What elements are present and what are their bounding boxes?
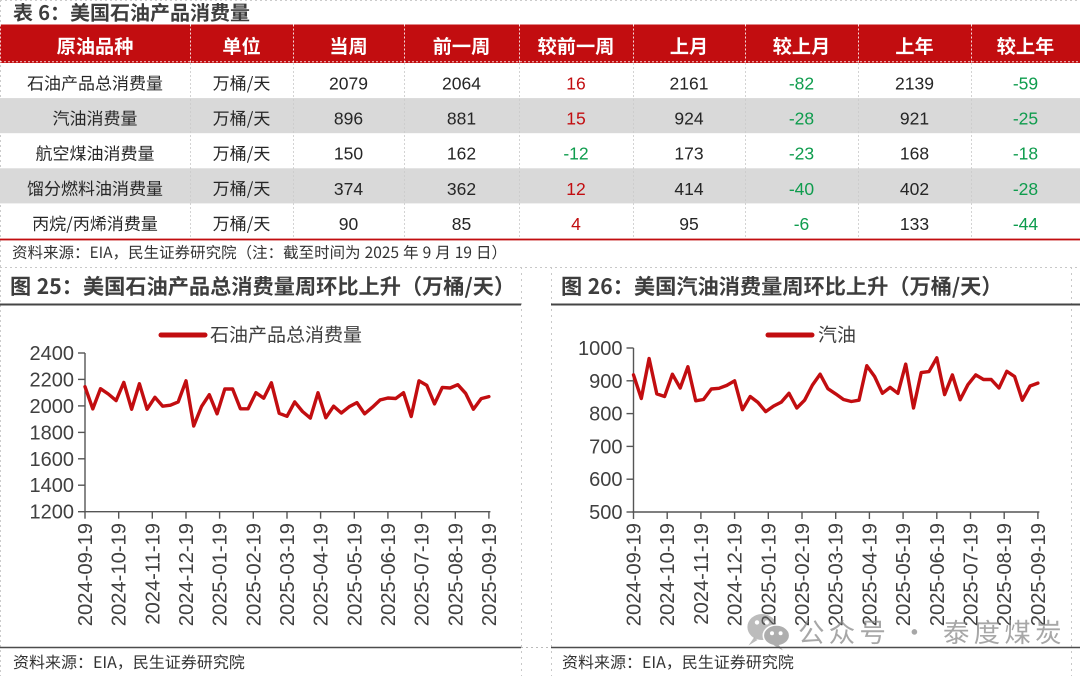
- svg-text:150: 150: [334, 144, 363, 164]
- svg-text:-25: -25: [1013, 109, 1038, 129]
- svg-text:2024-12-19: 2024-12-19: [176, 523, 198, 626]
- svg-text:2024-10-19: 2024-10-19: [109, 523, 131, 626]
- svg-text:-44: -44: [1013, 214, 1039, 234]
- svg-text:2000: 2000: [30, 396, 75, 418]
- svg-text:4: 4: [571, 214, 581, 234]
- svg-text:800: 800: [589, 404, 622, 426]
- svg-text:2024-11-19: 2024-11-19: [691, 523, 713, 625]
- svg-text:85: 85: [452, 214, 471, 234]
- svg-text:700: 700: [589, 436, 622, 458]
- svg-text:1600: 1600: [30, 449, 75, 471]
- svg-text:2139: 2139: [895, 74, 934, 94]
- svg-text:-12: -12: [563, 144, 588, 164]
- svg-text:1400: 1400: [30, 475, 75, 497]
- svg-text:2025-07-19: 2025-07-19: [961, 523, 983, 626]
- svg-text:2025-08-19: 2025-08-19: [994, 523, 1016, 626]
- svg-text:16: 16: [566, 74, 585, 94]
- svg-text:-23: -23: [789, 144, 814, 164]
- svg-text:133: 133: [900, 214, 929, 234]
- svg-text:2161: 2161: [670, 74, 709, 94]
- svg-text:2025-02-19: 2025-02-19: [243, 523, 265, 626]
- svg-text:2025-06-19: 2025-06-19: [927, 523, 949, 626]
- svg-text:2024-11-19: 2024-11-19: [142, 523, 164, 625]
- svg-text:1200: 1200: [30, 502, 75, 524]
- svg-text:-28: -28: [789, 109, 814, 129]
- svg-text:-28: -28: [1013, 179, 1038, 199]
- svg-text:2400: 2400: [30, 343, 75, 365]
- svg-text:2025-01-19: 2025-01-19: [210, 523, 232, 626]
- svg-text:-6: -6: [794, 214, 810, 234]
- svg-text:2025-05-19: 2025-05-19: [893, 523, 915, 626]
- svg-text:2025-02-19: 2025-02-19: [792, 523, 814, 626]
- svg-text:2025-04-19: 2025-04-19: [859, 523, 881, 626]
- svg-text:2200: 2200: [30, 369, 75, 391]
- svg-text:2025-07-19: 2025-07-19: [412, 523, 434, 626]
- svg-text:1800: 1800: [30, 422, 75, 444]
- svg-text:881: 881: [447, 109, 476, 129]
- svg-text:162: 162: [447, 144, 476, 164]
- svg-text:600: 600: [589, 469, 622, 491]
- svg-text:2024-10-19: 2024-10-19: [657, 523, 679, 626]
- svg-text:2064: 2064: [442, 74, 481, 94]
- svg-text:2025-08-19: 2025-08-19: [445, 523, 467, 626]
- svg-text:1000: 1000: [578, 338, 623, 360]
- svg-text:374: 374: [334, 179, 363, 199]
- svg-text:500: 500: [589, 502, 622, 524]
- svg-text:173: 173: [674, 144, 703, 164]
- svg-text:900: 900: [589, 371, 622, 393]
- svg-text:-18: -18: [1013, 144, 1038, 164]
- svg-text:921: 921: [900, 109, 929, 129]
- svg-text:896: 896: [334, 109, 363, 129]
- svg-text:168: 168: [900, 144, 929, 164]
- svg-text:2024-09-19: 2024-09-19: [75, 523, 97, 626]
- svg-text:2025-04-19: 2025-04-19: [311, 523, 333, 626]
- svg-text:90: 90: [339, 214, 359, 234]
- svg-text:924: 924: [674, 109, 703, 129]
- svg-text:2025-09-19: 2025-09-19: [1028, 523, 1050, 626]
- svg-text:414: 414: [674, 179, 703, 199]
- svg-text:-59: -59: [1013, 74, 1038, 94]
- svg-text:2025-03-19: 2025-03-19: [277, 523, 299, 626]
- svg-text:362: 362: [447, 179, 476, 199]
- svg-text:2024-12-19: 2024-12-19: [725, 523, 747, 626]
- svg-text:2025-01-19: 2025-01-19: [758, 523, 780, 626]
- svg-text:15: 15: [566, 109, 585, 129]
- svg-text:2025-06-19: 2025-06-19: [378, 523, 400, 626]
- svg-text:-82: -82: [789, 74, 814, 94]
- svg-text:95: 95: [679, 214, 698, 234]
- svg-text:2025-09-19: 2025-09-19: [479, 523, 501, 626]
- svg-text:2025-05-19: 2025-05-19: [344, 523, 366, 626]
- svg-text:2079: 2079: [329, 74, 368, 94]
- svg-text:2025-03-19: 2025-03-19: [826, 523, 848, 626]
- svg-text:2024-09-19: 2024-09-19: [624, 523, 646, 626]
- svg-text:-40: -40: [789, 179, 815, 199]
- svg-text:12: 12: [566, 179, 585, 199]
- svg-text:402: 402: [900, 179, 929, 199]
